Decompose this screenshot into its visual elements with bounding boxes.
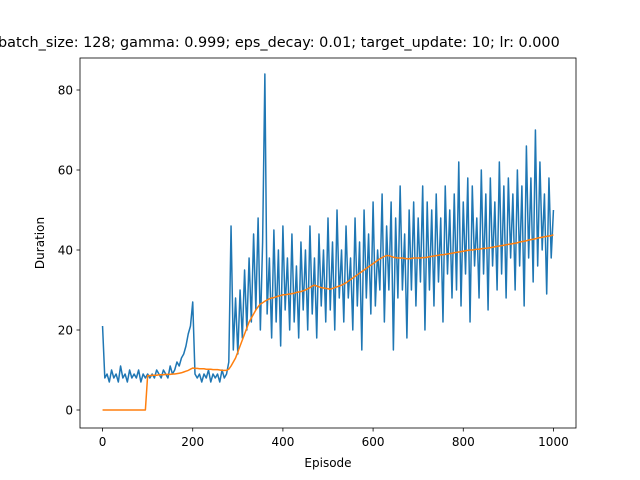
y-tick-label: 80 (58, 84, 73, 98)
data-line (102, 234, 554, 411)
x-tick-label: 600 (362, 435, 385, 449)
x-tick-label: 0 (99, 435, 107, 449)
y-tick-label: 20 (58, 324, 73, 338)
y-tick-label: 40 (58, 244, 73, 258)
plot-frame (79, 57, 577, 429)
x-axis-label: Episode (304, 456, 351, 470)
x-tick-label: 800 (452, 435, 475, 449)
x-tick-label: 200 (181, 435, 204, 449)
y-axis-label: Duration (33, 217, 47, 269)
x-tick-label: 1000 (538, 435, 569, 449)
x-tick-label: 400 (271, 435, 294, 449)
data-line (101, 73, 555, 383)
y-tick-label: 0 (65, 404, 73, 418)
y-tick-label: 60 (58, 164, 73, 178)
chart-title: batch_size: 128; gamma: 0.999; eps_decay… (0, 35, 560, 51)
